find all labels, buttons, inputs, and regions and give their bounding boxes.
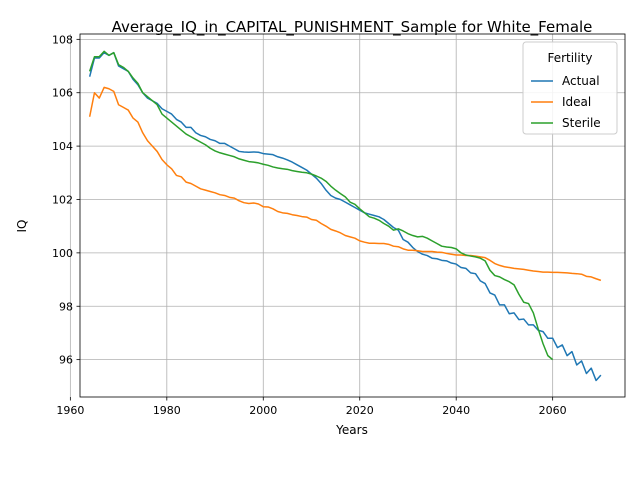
x-tick-label: 1960 [56, 404, 84, 417]
chart-title: Average_IQ_in_CAPITAL_PUNISHMENT_Sample … [112, 18, 593, 37]
y-axis-label: IQ [15, 220, 29, 233]
y-tick-label: 104 [52, 140, 73, 153]
x-tick-label: 2040 [442, 404, 470, 417]
x-tick-label: 2000 [249, 404, 277, 417]
legend-label-ideal: Ideal [562, 95, 591, 109]
plot-frame [79, 33, 626, 398]
y-tick-label: 100 [52, 247, 73, 260]
x-tick-label: 2020 [346, 404, 374, 417]
legend-label-sterile: Sterile [562, 116, 601, 130]
series-line-ideal [88, 86, 602, 282]
x-tick-label: 1980 [153, 404, 181, 417]
series-lines [88, 50, 602, 382]
x-axis-label: Years [335, 423, 368, 437]
y-tick-label: 106 [52, 87, 73, 100]
y-tick-label: 102 [52, 193, 73, 206]
x-axis-ticks: 1960 1980 2000 2020 2040 2060 [56, 397, 567, 417]
y-tick-label: 108 [52, 33, 73, 46]
series-line-actual [88, 51, 602, 382]
legend-label-actual: Actual [562, 74, 600, 88]
legend: Fertility Actual Ideal Sterile [522, 41, 618, 135]
y-tick-label: 96 [59, 354, 73, 367]
y-axis-ticks: 96 98 100 102 104 106 108 [52, 33, 80, 367]
grid-lines [69, 34, 625, 397]
legend-box [522, 41, 618, 135]
legend-entries: Actual Ideal Sterile [531, 74, 601, 130]
legend-title: Fertility [547, 51, 592, 65]
series-line-sterile [88, 50, 554, 361]
y-tick-label: 98 [59, 300, 73, 313]
x-tick-label: 2060 [539, 404, 567, 417]
